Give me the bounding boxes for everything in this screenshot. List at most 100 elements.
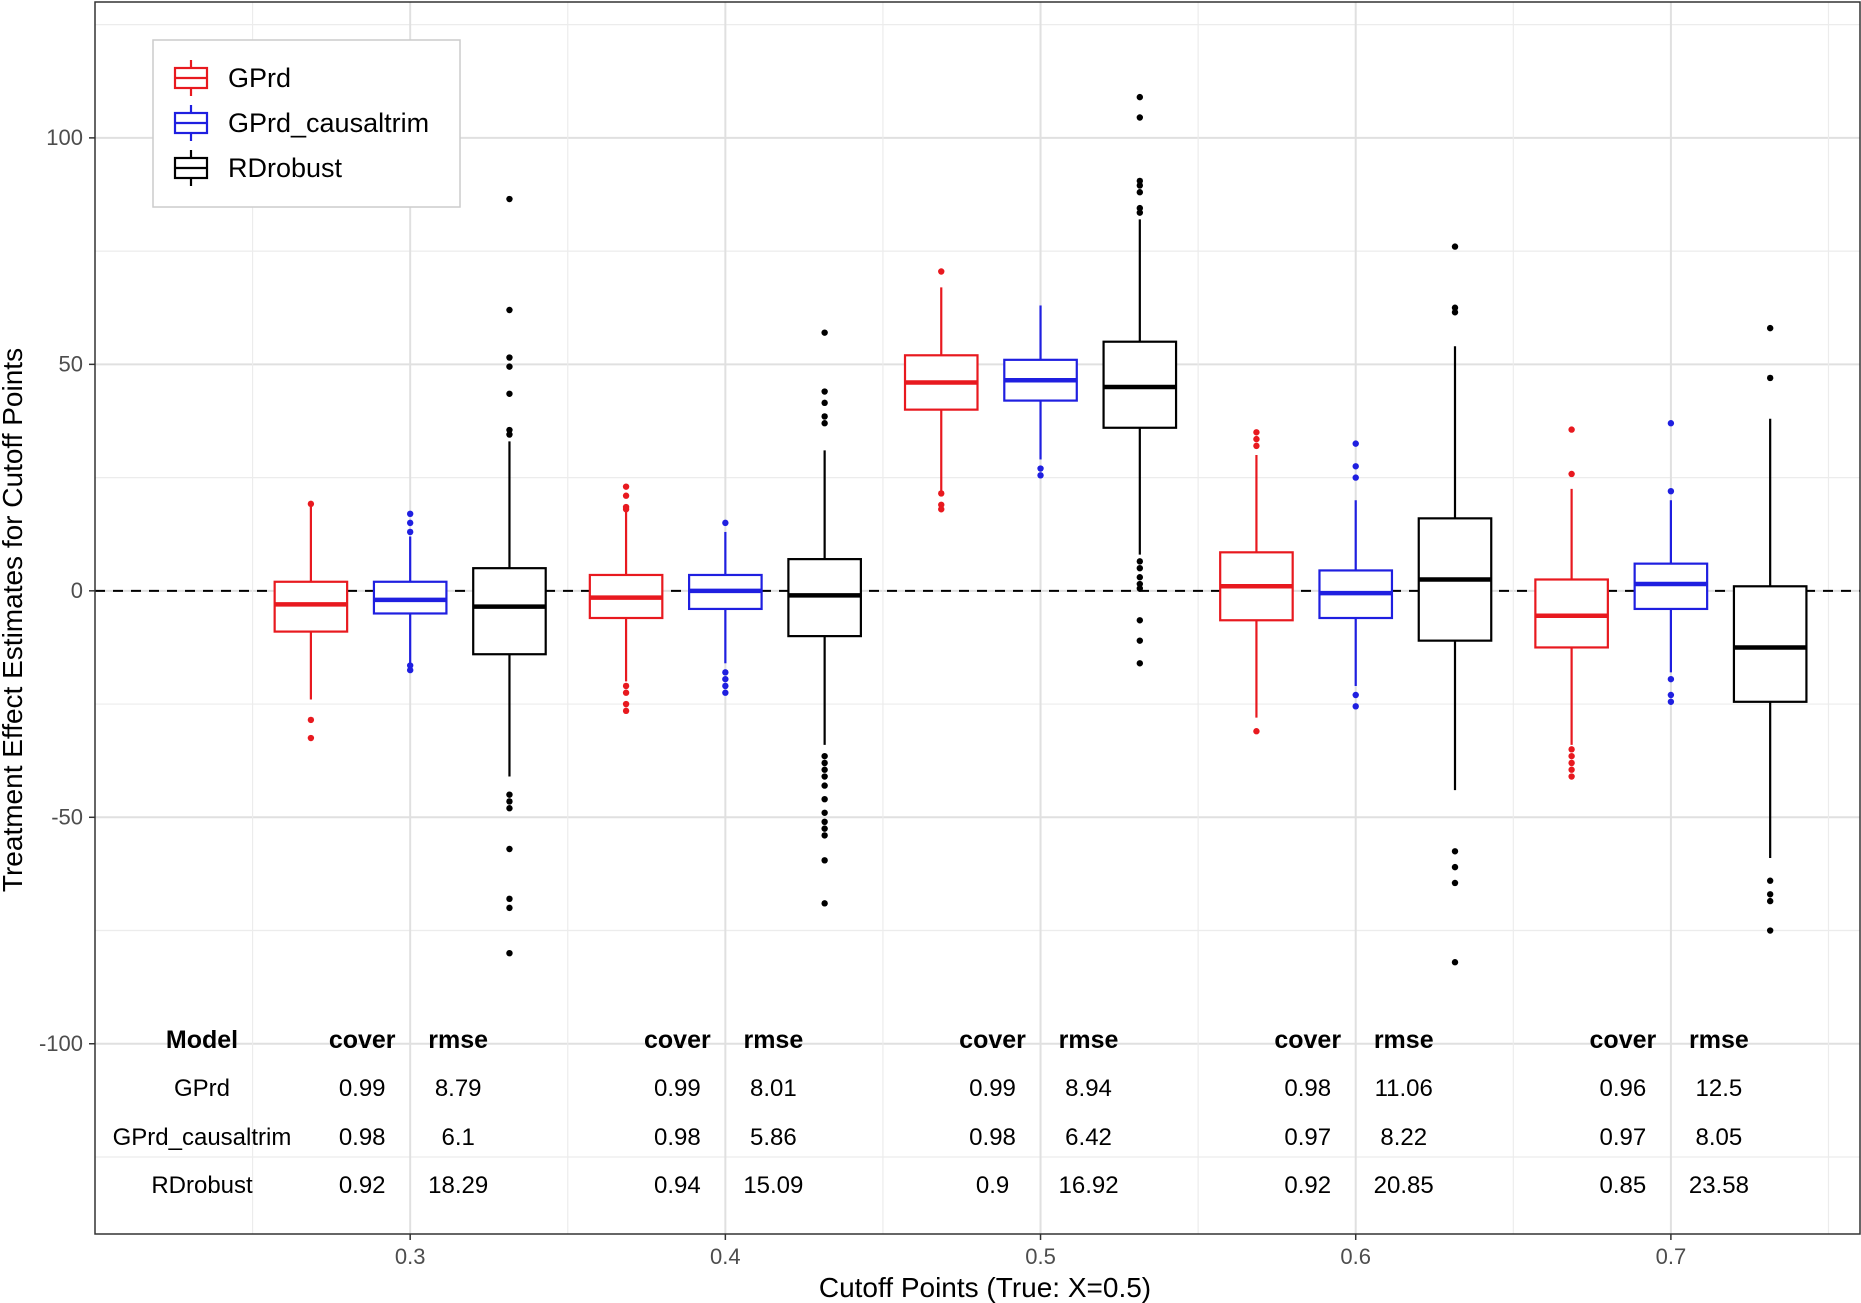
outlier-point — [1136, 114, 1144, 121]
table-model-name: GPrd — [174, 1075, 230, 1102]
table-cell-cover: 0.99 — [339, 1075, 386, 1102]
table-header-cover: cover — [1274, 1026, 1341, 1054]
outlier-point — [506, 904, 513, 912]
outlier-point — [821, 832, 828, 839]
outlier-point — [938, 490, 945, 497]
outlier-point — [1451, 848, 1459, 855]
table-cell-rmse: 15.09 — [743, 1172, 803, 1199]
outlier-point — [506, 426, 513, 434]
outlier-point — [938, 268, 945, 275]
box-iqr — [1102, 340, 1178, 429]
outlier-point — [1667, 675, 1675, 683]
x-tick-label: 0.5 — [1025, 1244, 1056, 1269]
outlier-point — [622, 682, 630, 690]
outlier-point — [1136, 209, 1144, 216]
outlier-point — [1136, 564, 1144, 572]
box-iqr — [472, 567, 547, 656]
outlier-point — [506, 805, 513, 812]
outlier-point — [1136, 574, 1144, 581]
outlier-point — [1451, 959, 1459, 966]
box-RDrobust-0.4 — [787, 329, 862, 907]
outlier-point — [622, 492, 630, 499]
outlier-point — [506, 363, 513, 370]
outlier-point — [821, 752, 828, 760]
outlier-point — [821, 818, 828, 826]
outlier-point — [821, 413, 828, 420]
box-GPrd-0.4 — [588, 483, 664, 715]
outlier-point — [1352, 691, 1359, 699]
outlier-point — [821, 782, 828, 789]
outlier-point — [1568, 426, 1575, 433]
outlier-point — [1352, 463, 1359, 470]
y-tick-label: -100 — [39, 1031, 83, 1056]
stats-table: Model GPrd GPrd_causaltrim RDrobust cover rms… — [113, 1026, 1749, 1199]
box-iqr — [273, 580, 349, 633]
outlier-point — [622, 707, 630, 715]
outlier-point — [406, 528, 414, 536]
table-header-cover: cover — [644, 1026, 711, 1054]
table-cell-rmse: 11.06 — [1375, 1075, 1433, 1102]
outlier-point — [1766, 927, 1774, 934]
outlier-point — [1037, 472, 1044, 479]
outlier-point — [406, 519, 414, 527]
outlier-point — [938, 506, 945, 513]
outlier-point — [506, 798, 513, 805]
legend-key-RDrobust — [173, 150, 209, 186]
outlier-point — [406, 666, 414, 674]
outlier-point — [1667, 487, 1675, 495]
outlier-point — [307, 734, 315, 742]
table-header-cover: cover — [329, 1026, 396, 1054]
box-GPrd-0.6 — [1219, 429, 1294, 735]
box-RDrobust-0.7 — [1732, 324, 1808, 934]
y-axis-label: Treatment Effect Estimates for Cutoff Po… — [0, 348, 28, 892]
box-GPrd-0.3 — [273, 500, 349, 742]
outlier-point — [1667, 698, 1675, 705]
legend-label: GPrd_causaltrim — [228, 108, 429, 138]
outlier-point — [938, 501, 945, 508]
table-cell-rmse: 8.01 — [750, 1075, 797, 1102]
outlier-point — [1136, 580, 1144, 588]
outlier-point — [1253, 429, 1260, 436]
outlier-point — [821, 795, 828, 803]
legend-key-GPrd_causaltrim — [173, 105, 209, 141]
outlier-point — [1352, 703, 1359, 710]
table-cell-rmse: 8.05 — [1696, 1124, 1743, 1151]
table-cell-rmse: 6.1 — [441, 1124, 474, 1151]
outlier-point — [1352, 474, 1359, 481]
box-GPrd_causaltrim-0.3 — [372, 510, 448, 674]
outlier-point — [506, 354, 513, 361]
outlier-point — [722, 682, 729, 690]
outlier-point — [1451, 863, 1459, 871]
outlier-point — [821, 766, 828, 773]
x-tick-label: 0.6 — [1340, 1244, 1371, 1269]
outlier-point — [506, 895, 513, 903]
outlier-point — [1451, 309, 1459, 316]
outlier-point — [1136, 637, 1144, 644]
outlier-point — [722, 689, 729, 696]
outlier-point — [821, 900, 828, 907]
table-cell-rmse: 18.29 — [428, 1172, 488, 1199]
outlier-point — [1037, 465, 1044, 472]
outlier-point — [1568, 746, 1575, 753]
box-GPrd-0.7 — [1534, 426, 1609, 780]
outlier-point — [1136, 204, 1144, 212]
x-axis: 0.3 0.4 0.5 0.6 0.7 — [395, 1234, 1686, 1269]
table-cell-rmse: 23.58 — [1689, 1172, 1749, 1199]
outlier-point — [722, 669, 729, 676]
box-GPrd_causaltrim-0.7 — [1633, 420, 1709, 705]
box-RDrobust-0.6 — [1417, 243, 1493, 966]
outlier-point — [1568, 752, 1575, 760]
table-header-rmse: rmse — [428, 1026, 488, 1054]
table-cell-cover: 0.98 — [654, 1124, 701, 1151]
outlier-point — [1568, 759, 1575, 767]
table-cell-cover: 0.99 — [969, 1075, 1016, 1102]
legend-label: GPrd — [228, 63, 291, 93]
x-tick-label: 0.7 — [1656, 1244, 1687, 1269]
panel-border — [94, 1, 1861, 1235]
outlier-point — [506, 390, 513, 397]
box-RDrobust-0.5 — [1102, 93, 1178, 667]
outlier-point — [1136, 585, 1144, 592]
table-cell-rmse: 8.94 — [1065, 1075, 1112, 1102]
box-GPrd_causaltrim-0.5 — [1003, 305, 1078, 479]
table-cell-cover: 0.92 — [339, 1172, 386, 1199]
